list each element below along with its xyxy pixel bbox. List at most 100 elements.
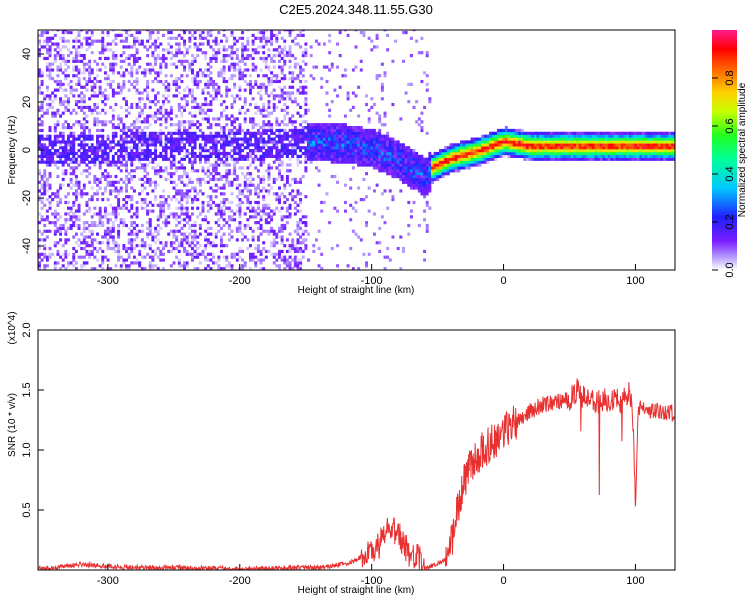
spectrogram-cell	[48, 126, 52, 130]
spectrogram-cell	[283, 186, 287, 190]
spectrogram-cell	[307, 258, 310, 262]
spectrogram-cell	[267, 212, 271, 216]
spectrogram-cell	[235, 39, 239, 43]
spectrogram-cell	[206, 149, 210, 153]
spectrogram-cell	[193, 252, 197, 256]
spectrogram-cell	[259, 30, 263, 35]
spectrogram-cell	[246, 146, 250, 150]
spectrogram-cell	[341, 157, 345, 161]
spectrogram-cell	[338, 140, 342, 144]
spectrogram-cell	[177, 146, 181, 150]
spectrogram-cell	[285, 198, 289, 202]
spectrogram-cell	[235, 226, 239, 230]
spectrogram-cell	[362, 140, 366, 144]
spectrogram-cell	[217, 258, 221, 262]
spectrogram-cell	[256, 238, 260, 242]
spectrogram-cell	[45, 111, 49, 115]
spectrogram-cell	[98, 264, 102, 268]
spectrogram-cell	[359, 149, 363, 153]
spectrogram-cell	[53, 209, 57, 213]
spectrogram-cell	[43, 186, 47, 190]
spectrogram-cell	[293, 180, 297, 184]
spectrogram-cell	[270, 149, 274, 153]
spectrogram-cell	[101, 172, 105, 176]
spectrogram-cell	[106, 160, 110, 164]
spectrogram-cell	[74, 56, 78, 61]
spectrogram-cell	[106, 56, 110, 61]
spectrogram-cell	[109, 189, 113, 193]
spectrogram-cell	[90, 238, 94, 242]
spectrogram-cell	[164, 244, 168, 248]
spectrogram-cell	[146, 68, 150, 72]
spectrogram-cell	[148, 30, 152, 35]
spectrogram-cell	[246, 30, 250, 32]
spectrogram-cell	[161, 169, 165, 173]
spectrogram-cell	[454, 146, 458, 150]
spectrogram-cell	[241, 232, 245, 236]
spectrogram-cell	[148, 36, 152, 40]
spectrogram-cell	[119, 169, 123, 173]
spectrogram-cell	[536, 149, 540, 153]
spectrogram-cell	[264, 212, 268, 216]
spectrogram-cell	[251, 131, 255, 135]
spectrogram-cell	[251, 157, 255, 161]
spectrogram-cell	[494, 131, 498, 135]
spectrogram-cell	[293, 146, 297, 150]
spectrogram-cell	[486, 149, 490, 153]
spectrogram-cell	[275, 154, 279, 158]
spectrogram-cell	[175, 137, 179, 141]
spectrogram-cell	[402, 160, 405, 164]
spectrogram-cell	[496, 137, 500, 141]
spectrogram-cell	[138, 229, 142, 233]
spectrogram-cell	[175, 65, 179, 69]
spectrogram-cell	[481, 137, 485, 141]
spectrogram-cell	[40, 186, 44, 190]
spectrogram-cell	[465, 157, 469, 161]
spectrogram-cell	[380, 137, 384, 141]
spectrogram-cell	[214, 97, 218, 101]
spectrogram-cell	[436, 160, 440, 164]
spectrogram-cell	[225, 177, 229, 182]
spectrogram-cell	[227, 226, 231, 230]
spectrogram-cell	[48, 252, 52, 256]
spectrogram-cell	[299, 249, 303, 254]
spectrogram-cell	[256, 203, 260, 207]
spectrogram-cell	[38, 255, 41, 259]
spectrogram-cell	[172, 137, 176, 141]
spectrogram-cell	[402, 169, 405, 173]
spectrogram-cell	[264, 123, 268, 127]
spectrogram-cell	[177, 229, 181, 233]
spectrogram-cell	[491, 157, 495, 161]
spectrogram-cell	[230, 131, 234, 135]
spectrogram-cell	[190, 255, 194, 259]
spectrogram-cell	[504, 128, 508, 133]
spectrogram-cell	[156, 229, 160, 233]
spectrogram-cell	[523, 134, 527, 138]
spectrogram-cell	[235, 143, 239, 147]
spectrogram-cell	[188, 226, 192, 230]
spectrogram-cell	[85, 261, 89, 265]
spectrogram-cell	[80, 157, 84, 161]
spectrogram-cell	[206, 68, 210, 72]
spectrogram-cell	[72, 94, 76, 98]
spectrogram-cell	[114, 102, 118, 107]
spectrogram-cell	[93, 246, 97, 251]
spectrogram-cell	[499, 151, 503, 156]
spectrogram-cell	[412, 174, 416, 179]
spectrogram-cell	[267, 221, 271, 225]
spectrogram-cell	[370, 48, 374, 52]
spectrogram-cell	[148, 160, 152, 164]
spectrogram-cell	[554, 149, 558, 153]
spectrogram-cell	[227, 218, 231, 222]
spectrogram-cell	[161, 212, 165, 216]
spectrogram-cell	[183, 88, 187, 92]
spectrogram-cell	[557, 143, 561, 147]
spectrogram-cell	[346, 131, 350, 135]
spectrogram-cell	[222, 160, 226, 164]
spectrogram-cell	[125, 154, 128, 158]
spectrogram-cell	[539, 131, 543, 135]
spectrogram-cell	[365, 134, 369, 138]
spectrogram-cell	[359, 163, 363, 167]
spectrogram-cell	[423, 177, 427, 182]
spectrogram-cell	[251, 258, 255, 262]
